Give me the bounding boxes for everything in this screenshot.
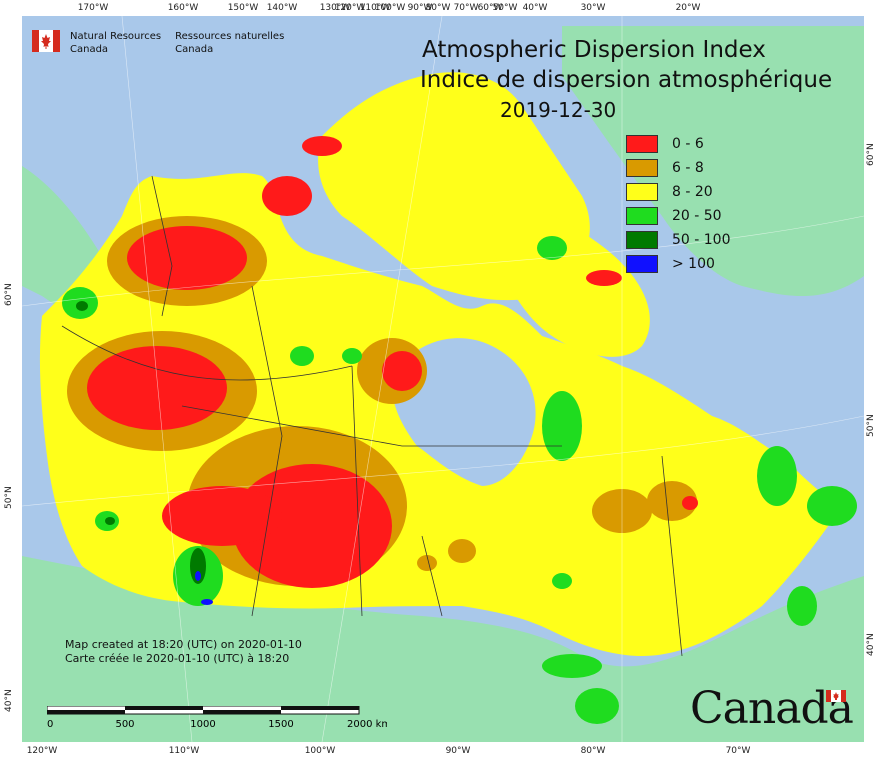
scale-label-2000: 2000 km — [347, 719, 387, 730]
bottom-tick-70w: 70°W — [725, 746, 751, 756]
right-tick-40n: 40°N — [866, 633, 876, 656]
agency-en-line1: Natural Resources — [70, 31, 162, 42]
left-tick-60n: 60°N — [4, 283, 14, 306]
legend-label: 0 - 6 — [672, 136, 704, 152]
bottom-tick-90w: 90°W — [445, 746, 471, 756]
legend-swatch — [626, 135, 658, 153]
graticule — [22, 16, 864, 742]
top-tick-160w: 160°W — [167, 3, 199, 13]
agency-logo: Natural Resources Canada Ressources natu… — [32, 30, 298, 56]
credit-fr: Carte créée le 2020-01-10 (UTC) à 18:20 — [65, 652, 290, 665]
dispersion-map — [22, 16, 864, 742]
provincial-boundaries — [61, 175, 683, 657]
index-over-100-zones — [195, 571, 213, 605]
legend-item: 6 - 8 — [626, 156, 731, 180]
bottom-tick-80w: 80°W — [580, 746, 606, 756]
scale-label-500: 500 — [115, 719, 134, 730]
map-title-en: Atmospheric Dispersion Index — [422, 37, 766, 63]
legend-swatch — [626, 255, 658, 273]
wordmark-flag-icon — [826, 690, 846, 702]
legend: 0 - 6 6 - 8 8 - 20 20 - 50 50 - 100 > 100 — [626, 132, 731, 276]
top-tick-170w: 170°W — [77, 3, 109, 13]
map-credits: Map created at 18:20 (UTC) on 2020-01-10… — [65, 638, 302, 666]
baffin-island — [492, 207, 650, 357]
top-tick-80w: 80°W — [425, 3, 451, 13]
agency-fr-line2: Canada — [175, 44, 214, 55]
credit-en: Map created at 18:20 (UTC) on 2020-01-10 — [65, 638, 302, 651]
scale-label-1000: 1000 — [190, 719, 215, 730]
index-50-100-zones — [76, 301, 206, 584]
legend-swatch — [626, 231, 658, 249]
top-tick-20w: 20°W — [675, 3, 701, 13]
bottom-tick-120w: 120°W — [26, 746, 58, 756]
bottom-tick-110w: 110°W — [168, 746, 200, 756]
top-tick-110w: 110°W — [359, 3, 391, 13]
top-tick-140w: 140°W — [266, 3, 298, 13]
legend-swatch — [626, 159, 658, 177]
scale-bar: 0 500 1000 1500 2000 km — [47, 706, 387, 730]
legend-item: 50 - 100 — [626, 228, 731, 252]
top-tick-100w: 100°W — [374, 3, 406, 13]
map-date: 2019-12-30 — [500, 98, 617, 122]
legend-item: 8 - 20 — [626, 180, 731, 204]
legend-item: > 100 — [626, 252, 731, 276]
legend-item: 0 - 6 — [626, 132, 731, 156]
legend-label: 50 - 100 — [672, 232, 731, 248]
top-tick-50w: 50°W — [492, 3, 518, 13]
agency-name-en: Natural Resources Canada — [70, 30, 161, 56]
legend-item: 20 - 50 — [626, 204, 731, 228]
map-canvas[interactable] — [22, 16, 864, 742]
top-tick-150w: 150°W — [227, 3, 259, 13]
canada-flag-icon — [32, 30, 60, 52]
greenland-land — [562, 26, 864, 296]
index-20-50-zones — [62, 236, 857, 724]
legend-label: 8 - 20 — [672, 184, 713, 200]
agency-name-fr: Ressources naturelles Canada — [175, 30, 284, 56]
top-tick-120w: 120°W — [334, 3, 366, 13]
legend-swatch — [626, 183, 658, 201]
right-tick-60n: 60°N — [866, 143, 876, 166]
scale-label-0: 0 — [47, 719, 53, 730]
bottom-tick-100w: 100°W — [304, 746, 336, 756]
top-tick-60w: 60°W — [477, 3, 503, 13]
legend-label: 20 - 50 — [672, 208, 722, 224]
legend-label: > 100 — [672, 256, 715, 272]
right-tick-50n: 50°N — [866, 414, 876, 437]
agency-fr-line1: Ressources naturelles — [175, 31, 285, 42]
top-tick-30w: 30°W — [580, 3, 606, 13]
map-title-fr: Indice de dispersion atmosphérique — [420, 67, 833, 93]
top-tick-130w: 130°W — [319, 3, 351, 13]
legend-label: 6 - 8 — [672, 160, 704, 176]
left-tick-40n: 40°N — [4, 689, 14, 712]
hudson-bay — [392, 338, 536, 486]
legend-swatch — [626, 207, 658, 225]
agency-en-line2: Canada — [70, 44, 109, 55]
top-tick-90w: 90°W — [407, 3, 433, 13]
scale-label-1500: 1500 — [268, 719, 293, 730]
top-tick-40w: 40°W — [522, 3, 548, 13]
top-tick-70w: 70°W — [453, 3, 479, 13]
left-tick-50n: 50°N — [4, 486, 14, 509]
